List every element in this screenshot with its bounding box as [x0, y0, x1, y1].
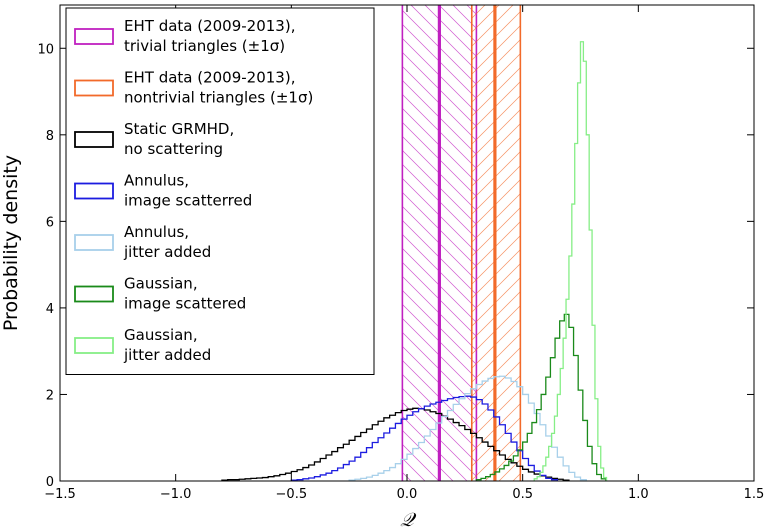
legend-swatch-3	[74, 182, 114, 200]
series-3-histogram	[475, 313, 607, 481]
y-tick-label-4: 8	[46, 129, 54, 144]
legend-swatch-6	[74, 337, 114, 354]
legend-swatch-4	[74, 234, 114, 251]
y-tick-label-3: 6	[46, 215, 54, 230]
series-layer	[221, 41, 608, 481]
legend: EHT data (2009-2013), trivial triangles (…	[65, 7, 375, 375]
legend-label-3-line1: Annulus,	[124, 172, 189, 190]
legend-label-4-line2: jitter added	[123, 243, 211, 261]
bands-layer	[401, 5, 522, 481]
legend-swatch-2	[74, 131, 114, 148]
legend-label-5-line2: image scattered	[124, 295, 246, 313]
legend-swatch-0	[74, 28, 114, 45]
x-tick-label-1: −1.0	[160, 487, 192, 502]
legend-label-4-line1: Annulus,	[124, 223, 189, 241]
series-2-histogram	[348, 375, 587, 481]
legend-label-3-line2: image scatterred	[124, 192, 252, 210]
ticks-layer: −1.5 −1.0 −0.5 0.0 0.5 1.0 1.5 0 2 4 6 8 10	[37, 5, 764, 502]
x-tick-label-0: −1.5	[44, 487, 76, 502]
legend-label-6-line1: Gaussian,	[124, 326, 198, 344]
y-tick-label-0: 0	[46, 475, 54, 490]
series-1-histogram	[290, 395, 559, 481]
legend-label-0-line1: EHT data (2009-2013),	[124, 17, 295, 35]
legend-swatch-5	[74, 285, 114, 303]
y-tick-label-5: 10	[37, 42, 54, 57]
legend-label-2-line1: Static GRMHD,	[124, 120, 234, 138]
x-tick-label-2: −0.5	[276, 487, 308, 502]
y-axis-title: Probability density	[0, 155, 22, 331]
legend-label-0-line2: trivial triangles (±1σ)	[124, 37, 285, 55]
y-tick-label-1: 2	[46, 388, 54, 403]
x-tick-label-4: 0.5	[512, 487, 533, 502]
x-tick-label-6: 1.5	[744, 487, 765, 502]
y-tick-label-2: 4	[46, 302, 54, 317]
legend-label-1-line2: nontrivial triangles (±1σ)	[124, 89, 313, 107]
legend-box	[65, 7, 375, 375]
x-tick-label-5: 1.0	[628, 487, 649, 502]
series-4-histogram	[533, 41, 608, 481]
legend-label-5-line1: Gaussian,	[124, 275, 198, 293]
x-axis-title: 𝒬	[400, 509, 417, 531]
series-0-histogram	[221, 407, 570, 481]
legend-label-2-line2: no scattering	[124, 140, 223, 158]
legend-label-1-line1: EHT data (2009-2013),	[124, 69, 295, 87]
x-tick-label-3: 0.0	[397, 487, 418, 502]
legend-swatch-1	[74, 79, 114, 97]
legend-label-6-line2: jitter added	[123, 346, 211, 364]
